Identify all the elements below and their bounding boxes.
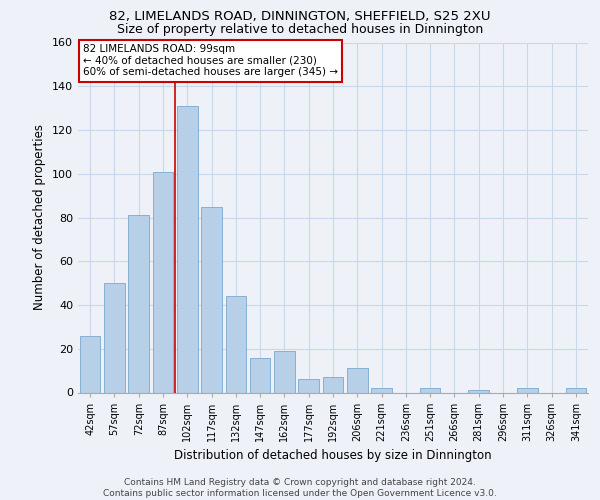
Bar (201, 206, 222, 392)
Bar (517, 388, 538, 392)
Bar (420, 388, 440, 392)
Bar (323, 377, 343, 392)
Bar (128, 216, 149, 392)
Bar (104, 283, 125, 393)
Text: Size of property relative to detached houses in Dinnington: Size of property relative to detached ho… (117, 22, 483, 36)
Bar (80, 336, 100, 392)
Bar (250, 358, 271, 392)
Bar (152, 172, 173, 392)
Bar (226, 296, 246, 392)
Text: 82, LIMELANDS ROAD, DINNINGTON, SHEFFIELD, S25 2XU: 82, LIMELANDS ROAD, DINNINGTON, SHEFFIEL… (109, 10, 491, 23)
Bar (298, 380, 319, 392)
Bar (347, 368, 368, 392)
X-axis label: Distribution of detached houses by size in Dinnington: Distribution of detached houses by size … (174, 449, 492, 462)
Bar (371, 388, 392, 392)
Text: 82 LIMELANDS ROAD: 99sqm
← 40% of detached houses are smaller (230)
60% of semi-: 82 LIMELANDS ROAD: 99sqm ← 40% of detach… (83, 44, 338, 78)
Text: Contains HM Land Registry data © Crown copyright and database right 2024.
Contai: Contains HM Land Registry data © Crown c… (103, 478, 497, 498)
Bar (177, 106, 197, 393)
Bar (469, 390, 489, 392)
Y-axis label: Number of detached properties: Number of detached properties (34, 124, 46, 310)
Bar (566, 388, 586, 392)
Bar (274, 351, 295, 393)
